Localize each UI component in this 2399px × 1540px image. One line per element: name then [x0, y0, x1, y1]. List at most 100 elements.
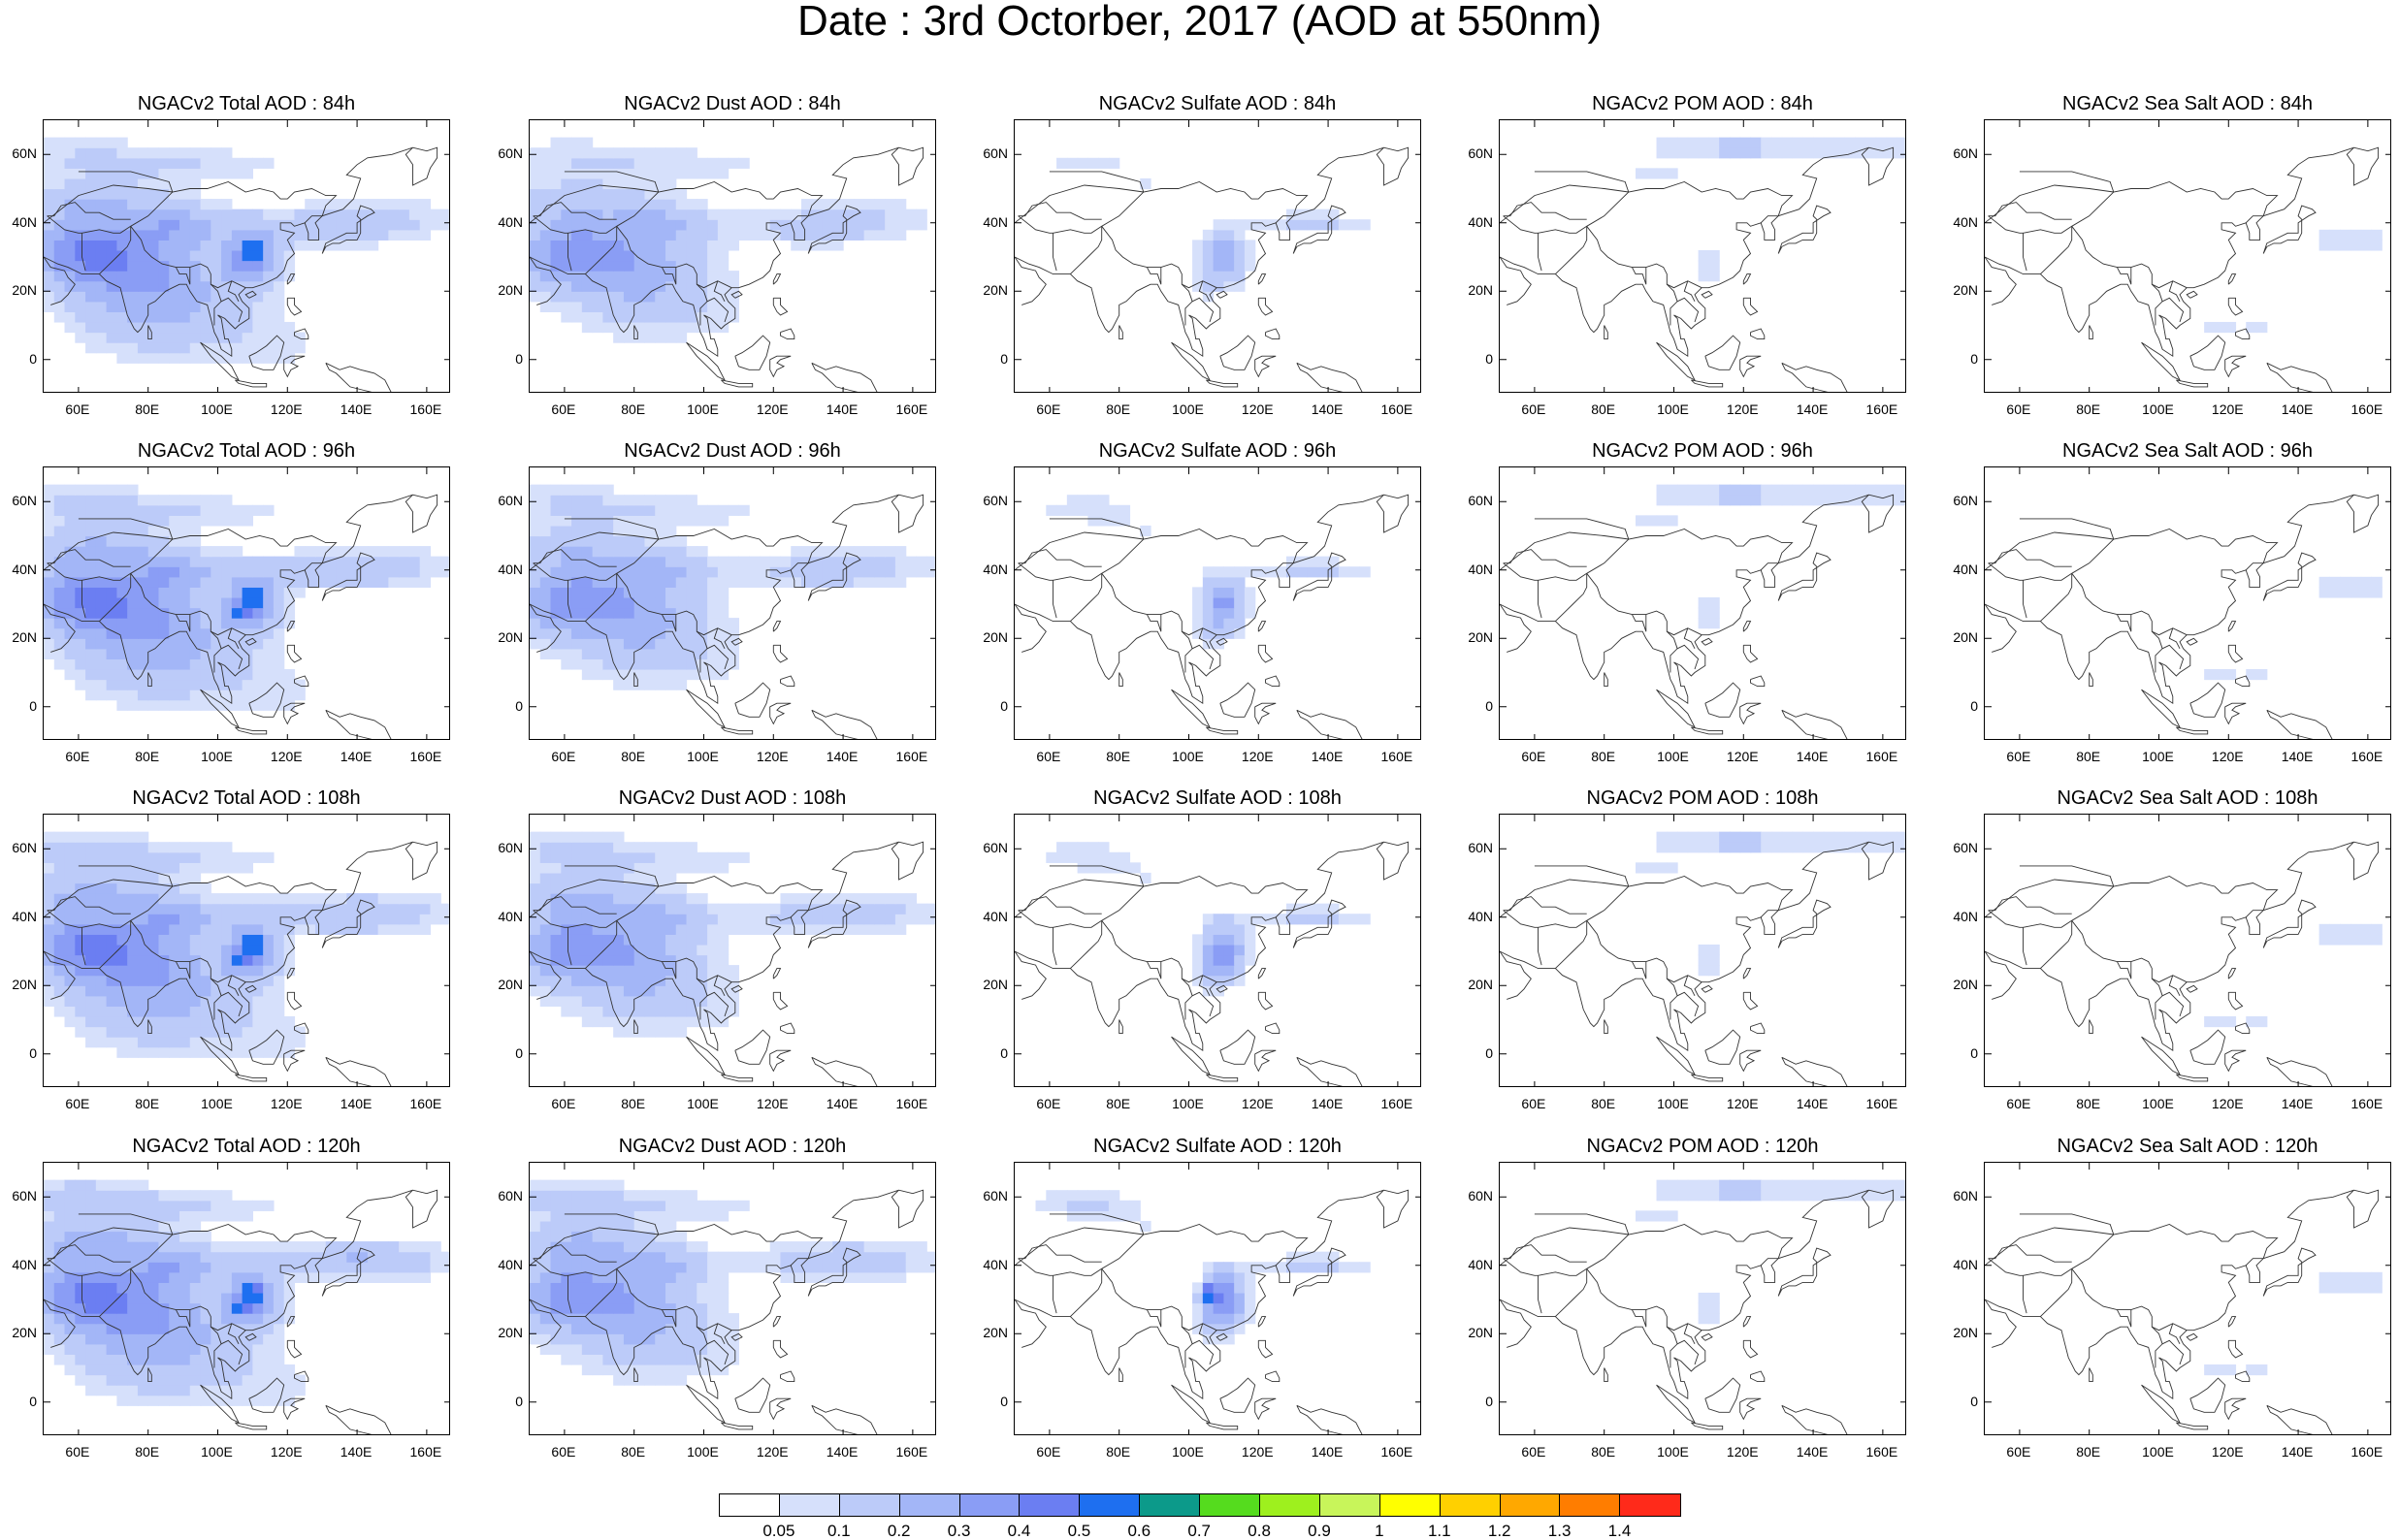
aod-cell: [357, 219, 369, 231]
aod-cell: [147, 1323, 160, 1334]
aod-cell: [273, 1323, 285, 1334]
aod-cell: [305, 219, 316, 231]
aod-cell: [1244, 240, 1256, 251]
aod-cell: [189, 495, 202, 506]
aod-cell: [665, 546, 677, 558]
aod-cell: [613, 168, 625, 179]
aod-cell: [697, 209, 708, 220]
lon-label: 140E: [1311, 749, 1344, 764]
aod-cell: [623, 1006, 635, 1017]
aod-cell: [64, 137, 76, 148]
aod-cell: [221, 1251, 233, 1263]
aod-cell: [665, 219, 677, 231]
country-border: [2245, 910, 2264, 918]
aod-cell: [749, 1251, 761, 1263]
aod-cell: [644, 862, 656, 874]
aod-cell: [791, 556, 802, 567]
aod-cell: [561, 842, 572, 853]
aod-cell: [665, 1364, 677, 1376]
aod-cell: [127, 332, 139, 343]
lat-label: 20N: [1468, 629, 1493, 646]
aod-cell: [367, 240, 379, 251]
aod-cell: [550, 587, 562, 598]
aod-cell: [85, 260, 97, 272]
aod-cell: [75, 607, 86, 619]
aod-cell: [53, 1241, 66, 1253]
aod-cell: [665, 1282, 677, 1294]
lat-label: 0: [515, 350, 523, 367]
aod-cell: [644, 321, 656, 334]
aod-cell: [539, 515, 552, 527]
aod-cell: [675, 219, 688, 231]
aod-cell: [623, 985, 635, 997]
aod-cell: [399, 199, 410, 210]
aod-cell: [853, 229, 865, 241]
aod-cell: [127, 587, 139, 598]
aod-cell: [106, 842, 117, 853]
aod-cell: [644, 882, 656, 894]
aod-cell: [294, 209, 306, 220]
aod-cell: [252, 1354, 264, 1365]
aod-cell: [633, 842, 646, 853]
aod-cell: [1254, 219, 1267, 231]
aod-cell: [44, 923, 55, 935]
aod-cell: [75, 985, 86, 997]
aod-cell: [1244, 954, 1256, 966]
aod-cell: [85, 1323, 97, 1334]
aod-cell: [357, 923, 369, 935]
aod-cell: [665, 301, 677, 312]
aod-cell: [633, 535, 646, 547]
country-border: [44, 1227, 173, 1267]
aod-cell: [592, 240, 603, 251]
aod-cell: [581, 975, 594, 986]
aod-cell: [633, 566, 646, 578]
aod-cell: [655, 596, 666, 609]
aod-cell: [530, 985, 541, 997]
aod-cell: [147, 280, 160, 292]
aod-cell: [1223, 914, 1235, 925]
aod-cell: [85, 168, 97, 179]
aod-cell: [137, 1251, 149, 1263]
lon-label: 160E: [409, 1096, 442, 1111]
aod-cell: [179, 291, 191, 303]
aod-cell: [561, 525, 572, 537]
coastline: [1206, 1074, 1239, 1082]
aod-cell: [1875, 147, 1888, 159]
lon-label: 140E: [2281, 1096, 2314, 1111]
aod-cell: [592, 535, 603, 547]
aod-cell: [399, 576, 410, 588]
aod-cell: [294, 332, 306, 343]
aod-cell: [221, 291, 233, 303]
aod-cell: [106, 137, 117, 148]
aod-cell: [1667, 842, 1678, 853]
aod-cell: [894, 914, 907, 925]
aod-cell: [85, 965, 97, 977]
aod-cell: [655, 566, 666, 578]
aod-cell: [211, 638, 222, 650]
lon-label: 120E: [756, 749, 789, 764]
panel-title: NGACv2 Sea Salt AOD : 84h: [2062, 93, 2313, 114]
aod-cell: [675, 566, 688, 578]
aod-cell: [539, 923, 552, 935]
aod-cell: [179, 301, 191, 312]
aod-cell: [346, 893, 358, 905]
aod-cell: [623, 229, 635, 241]
aod-cell: [1077, 504, 1088, 516]
aod-cell: [273, 566, 285, 578]
aod-cell: [697, 311, 708, 323]
aod-cell: [231, 1395, 243, 1406]
aod-cell: [644, 975, 656, 986]
country-border: [696, 283, 708, 326]
aod-cell: [1223, 566, 1235, 578]
aod-cell: [357, 240, 369, 251]
aod-cell: [158, 260, 170, 272]
aod-cell: [179, 229, 191, 241]
aod-cell: [1087, 157, 1099, 169]
aod-cell: [1823, 147, 1835, 159]
aod-cell: [252, 260, 264, 272]
aod-cell: [1192, 627, 1204, 639]
aod-cell: [644, 311, 656, 323]
aod-cell: [53, 229, 66, 241]
aod-cell: [832, 229, 844, 241]
aod-cell: [686, 209, 697, 220]
